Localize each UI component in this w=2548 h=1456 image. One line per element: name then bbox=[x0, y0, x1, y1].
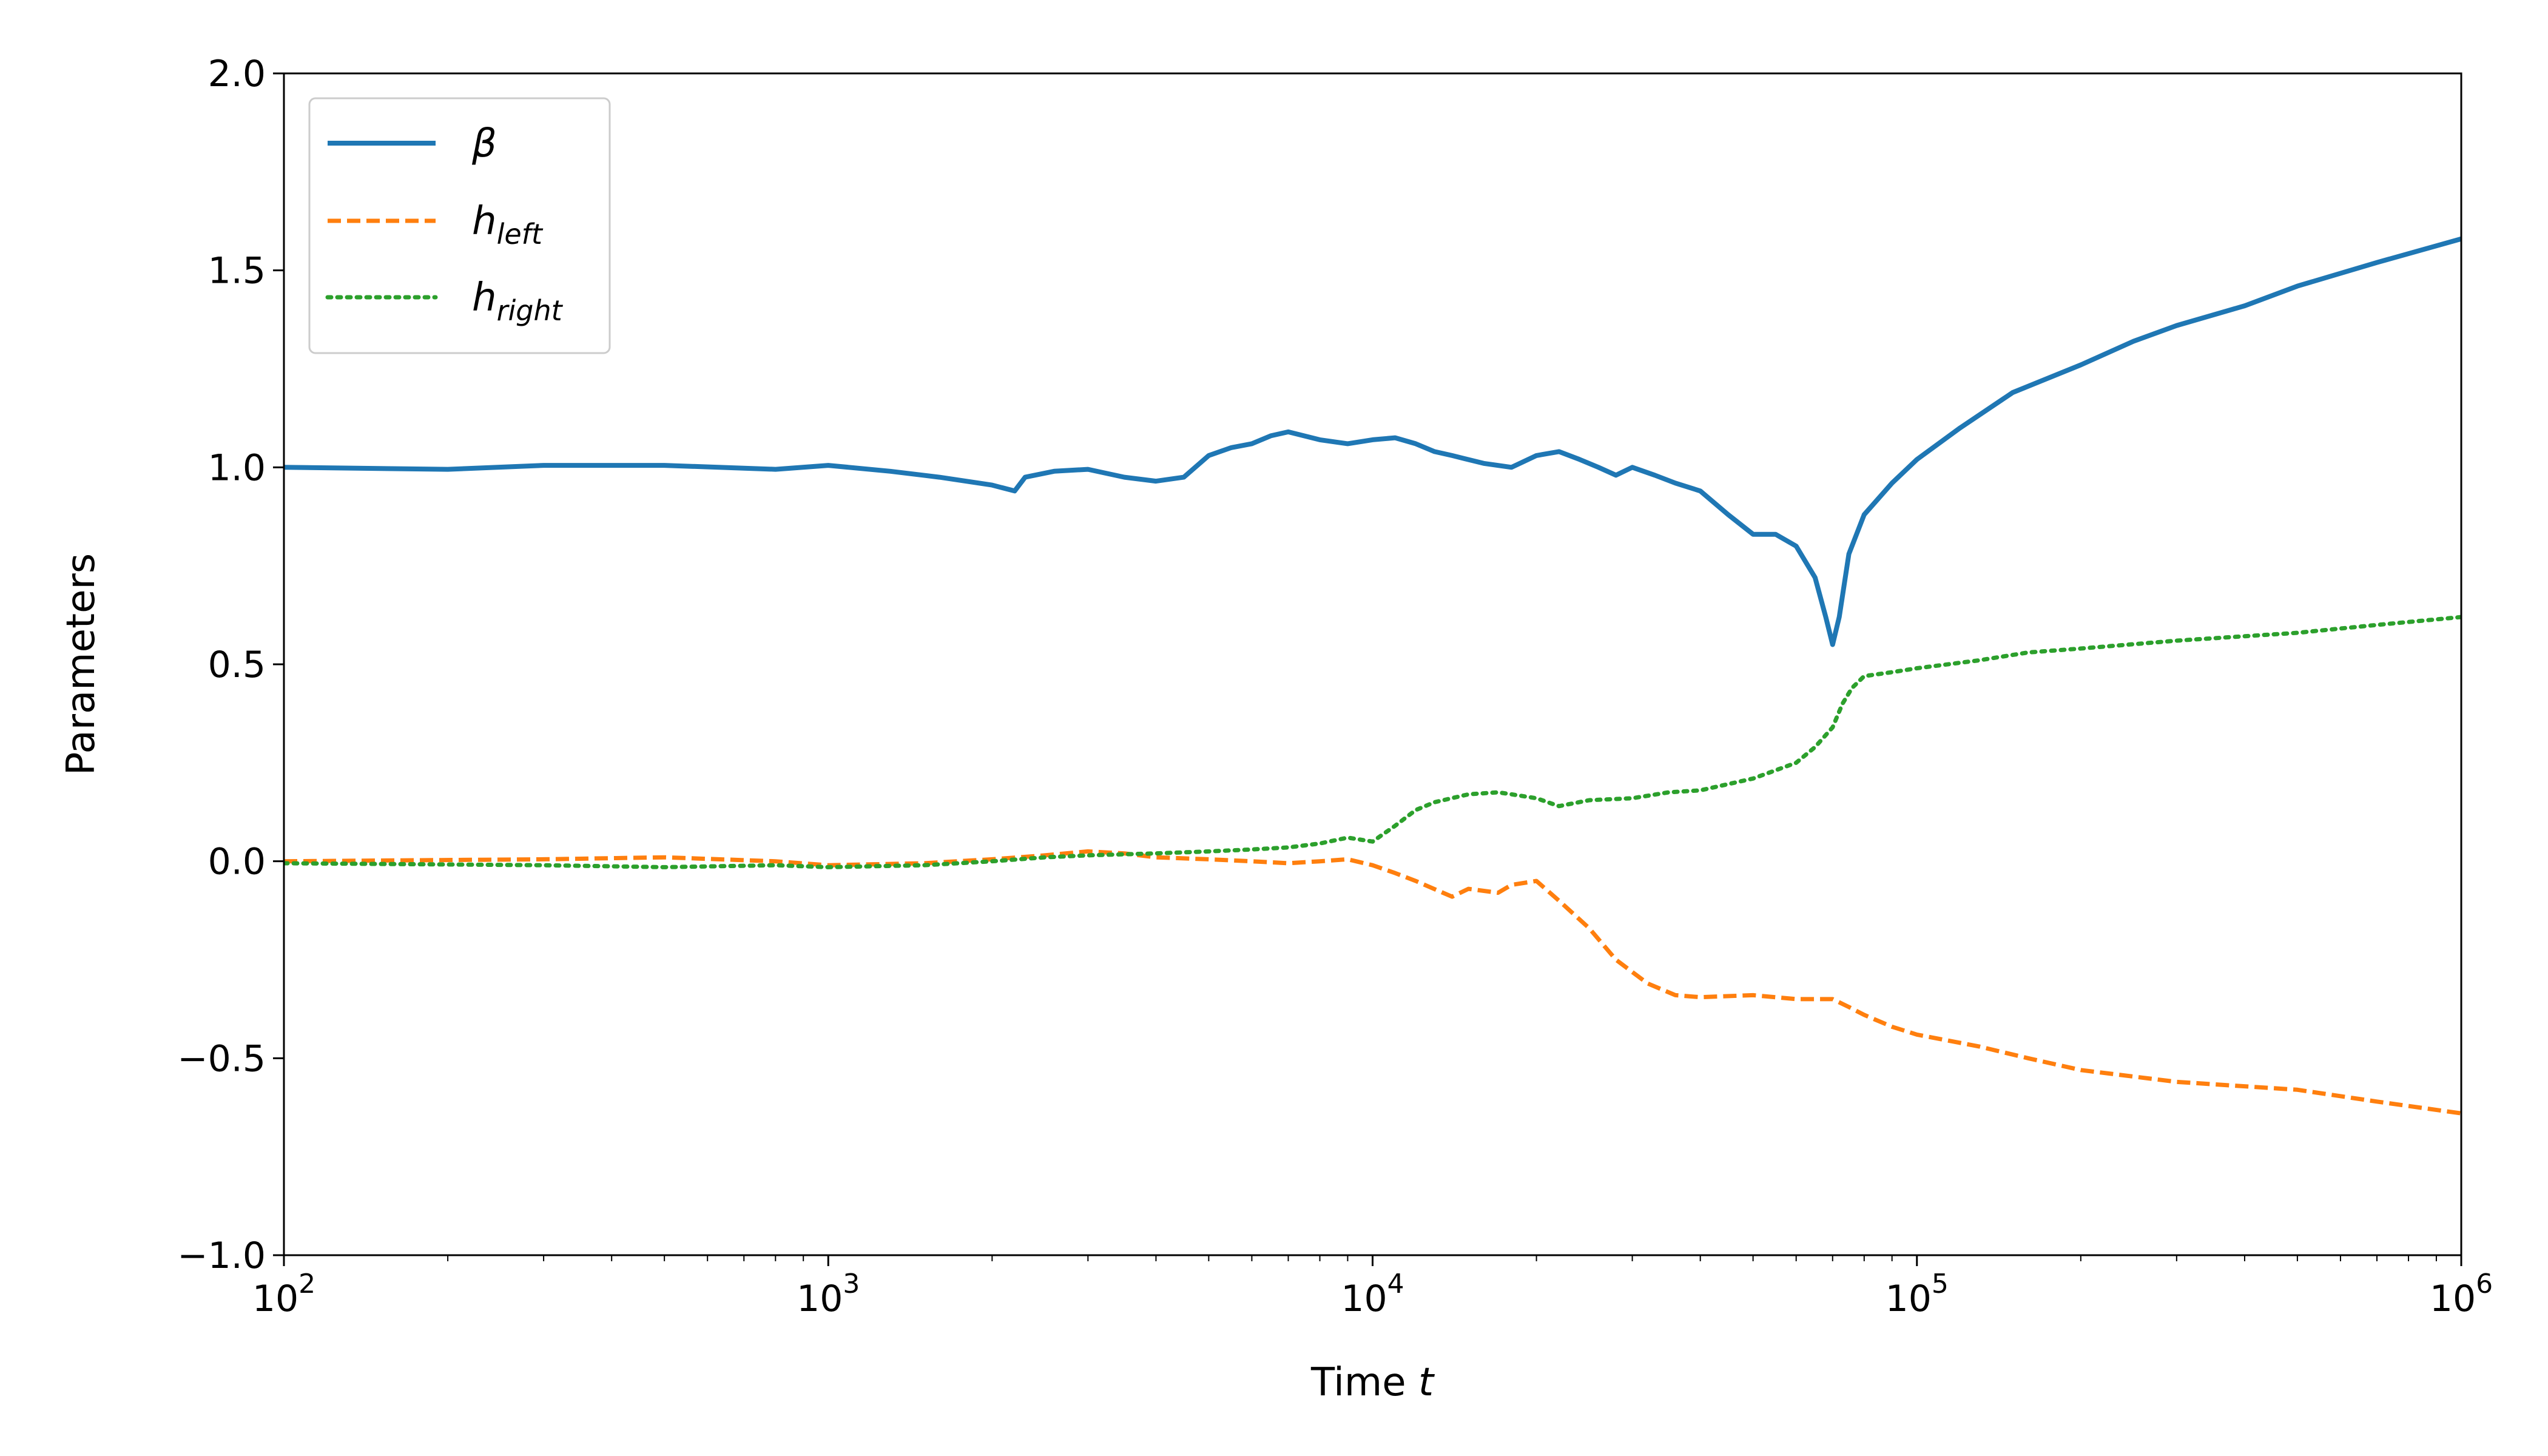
y-tick-label: −1.0 bbox=[177, 1235, 266, 1277]
legend-symbol: β bbox=[471, 121, 497, 166]
legend-label: β bbox=[471, 121, 497, 166]
y-tick-label: 1.5 bbox=[208, 250, 266, 292]
legend-symbol: h bbox=[472, 199, 497, 244]
y-tick-label: 0.0 bbox=[208, 841, 266, 883]
legend-subscript: right bbox=[497, 294, 564, 327]
x-tick-label: 102 bbox=[252, 1269, 315, 1320]
x-tick-base: 10 bbox=[252, 1278, 298, 1320]
series-line-left bbox=[284, 849, 2461, 1116]
legend-label: hright bbox=[472, 275, 564, 327]
x-axis-title-variable: t bbox=[1418, 1360, 1435, 1405]
x-tick-base: 10 bbox=[1886, 1278, 1932, 1320]
y-tick-label: 0.5 bbox=[208, 644, 266, 686]
series-line-beta bbox=[284, 236, 2461, 647]
x-tick-label: 106 bbox=[2430, 1269, 2493, 1320]
y-tick-label: −0.5 bbox=[177, 1037, 266, 1080]
y-axis-title: Parameters bbox=[59, 553, 104, 775]
x-tick-base: 10 bbox=[797, 1278, 843, 1320]
x-tick-exponent: 3 bbox=[843, 1269, 860, 1299]
x-tick-base: 10 bbox=[2430, 1278, 2476, 1320]
legend-label: hleft bbox=[472, 199, 544, 251]
series-line-right bbox=[284, 615, 2461, 869]
x-tick-exponent: 4 bbox=[1387, 1269, 1404, 1299]
x-tick-exponent: 6 bbox=[2476, 1269, 2493, 1299]
x-axis-title: Time t bbox=[1310, 1360, 1435, 1405]
legend-box bbox=[308, 97, 611, 354]
y-tick-label: 1.0 bbox=[208, 447, 266, 489]
x-tick-base: 10 bbox=[1341, 1278, 1387, 1320]
x-tick-label: 103 bbox=[797, 1269, 860, 1320]
x-tick-exponent: 2 bbox=[298, 1269, 315, 1299]
legend-symbol: h bbox=[472, 275, 497, 320]
x-tick-exponent: 5 bbox=[1932, 1269, 1949, 1299]
y-tick-label: 2.0 bbox=[208, 53, 266, 95]
x-tick-label: 105 bbox=[1886, 1269, 1949, 1320]
x-axis-title-text: Time bbox=[1310, 1360, 1406, 1405]
x-tick-label: 104 bbox=[1341, 1269, 1404, 1320]
series-layer bbox=[284, 236, 2461, 1116]
plot-frame bbox=[283, 72, 2462, 1256]
legend-subscript: left bbox=[497, 218, 544, 251]
